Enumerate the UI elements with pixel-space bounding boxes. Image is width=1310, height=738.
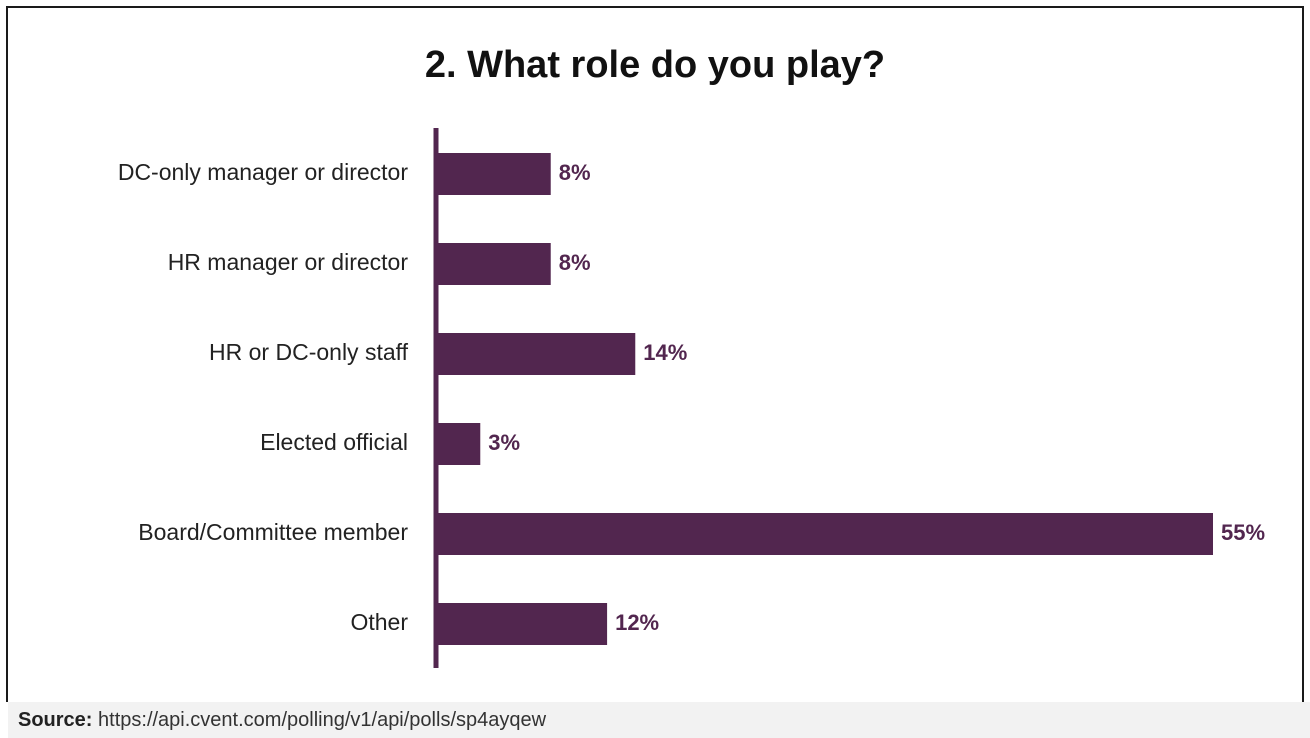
data-label: 55% — [1221, 520, 1265, 545]
category-label: DC-only manager or director — [118, 159, 409, 185]
category-label: Other — [350, 609, 408, 635]
bar — [438, 333, 636, 375]
data-label: 3% — [488, 430, 520, 455]
frame-left-border — [6, 6, 8, 702]
category-label: Elected official — [260, 429, 408, 455]
frame-right-border — [1302, 6, 1304, 702]
bar-chart: DC-only manager or director 8% HR manager … — [118, 128, 1265, 668]
bar — [438, 603, 608, 645]
source-footer: Source: https://api.cvent.com/polling/v1… — [8, 702, 1310, 738]
bar — [438, 423, 481, 465]
data-label: 8% — [559, 160, 591, 185]
chart-title: 2. What role do you play? — [424, 44, 886, 86]
category-label: Board/Committee member — [138, 519, 408, 545]
data-label: 14% — [643, 340, 687, 365]
data-label: 8% — [559, 250, 591, 275]
category-label: HR or DC-only staff — [209, 339, 409, 365]
frame-top-border — [6, 6, 1304, 8]
source-url: https://api.cvent.com/polling/v1/api/pol… — [98, 709, 547, 731]
bar — [438, 153, 551, 195]
data-label: 12% — [615, 610, 659, 635]
source-label: Source: — [18, 709, 93, 731]
bar — [438, 243, 551, 285]
category-label: HR manager or director — [168, 249, 409, 275]
bar — [438, 513, 1213, 555]
